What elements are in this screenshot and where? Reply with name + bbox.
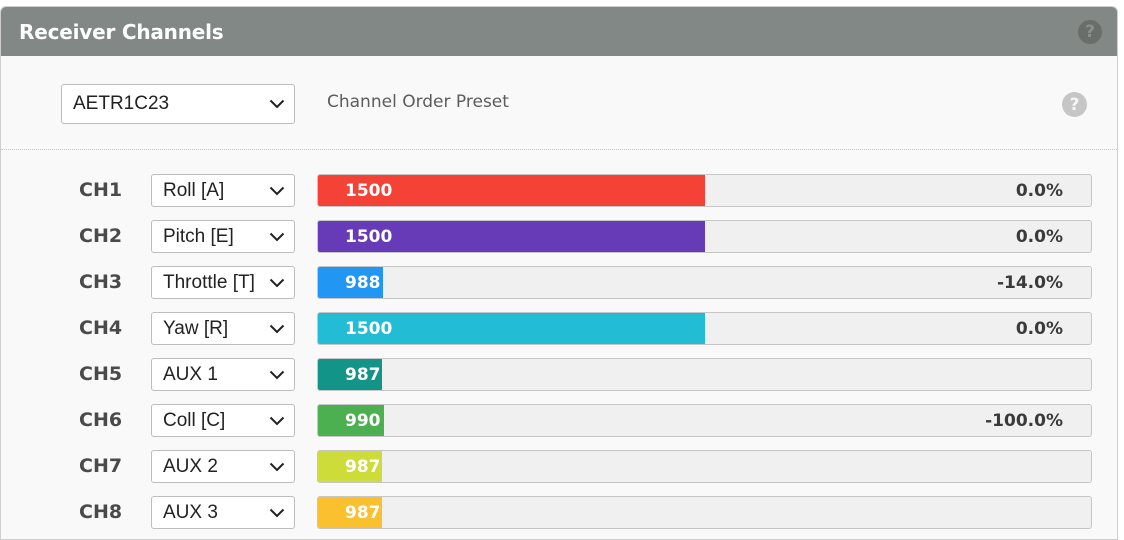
channel-label: CH3 xyxy=(79,271,123,293)
channel-row: CH5 AUX 1 987 xyxy=(1,358,1117,393)
channel-percent: -100.0% xyxy=(985,411,1063,431)
channel-label: CH4 xyxy=(79,317,123,339)
question-circle-icon[interactable]: ? xyxy=(1078,20,1102,44)
channel-meter: 988 -14.0% xyxy=(317,266,1092,299)
channel-row: CH3 Throttle [T] 988 -14.0% xyxy=(1,266,1117,301)
channel-meter-fill xyxy=(318,359,382,390)
preset-selected-value: AETR1C23 xyxy=(73,93,170,114)
channel-value: 988 xyxy=(345,273,381,293)
chevron-down-icon xyxy=(269,508,285,517)
channel-value: 987 xyxy=(345,365,381,385)
channel-order-preset-select[interactable]: AETR1C23 xyxy=(61,84,295,124)
channel-function-select[interactable]: AUX 3 xyxy=(151,496,295,529)
chevron-down-icon xyxy=(269,370,285,379)
channel-value: 990 xyxy=(345,411,381,431)
channel-label: CH7 xyxy=(79,455,123,477)
channel-function-select[interactable]: Pitch [E] xyxy=(151,220,295,253)
channel-meter: 987 xyxy=(317,358,1092,391)
chevron-down-icon xyxy=(269,324,285,333)
channel-meter: 990 -100.0% xyxy=(317,404,1092,437)
channel-label: CH8 xyxy=(79,501,123,523)
chevron-down-icon xyxy=(269,416,285,425)
channel-label: CH5 xyxy=(79,363,123,385)
channel-percent: 0.0% xyxy=(1015,319,1063,339)
panel-title: Receiver Channels xyxy=(19,19,224,44)
channel-value: 1500 xyxy=(345,319,393,339)
channel-row: CH8 AUX 3 987 xyxy=(1,496,1117,531)
channel-function-select[interactable]: Yaw [R] xyxy=(151,312,295,345)
channel-value: 1500 xyxy=(345,181,393,201)
channel-meter-fill xyxy=(318,451,382,482)
chevron-down-icon xyxy=(269,232,285,241)
chevron-down-icon xyxy=(269,186,285,195)
channel-function-select[interactable]: Roll [A] xyxy=(151,174,295,207)
channel-order-preset-row: AETR1C23 Channel Order Preset ? xyxy=(1,56,1117,150)
panel-header: Receiver Channels ? xyxy=(1,7,1117,56)
channel-meter-fill xyxy=(318,267,383,298)
channel-function-value: Pitch [E] xyxy=(163,225,234,247)
channel-percent: 0.0% xyxy=(1015,181,1063,201)
channel-function-value: Coll [C] xyxy=(163,409,226,431)
channel-row: CH7 AUX 2 987 xyxy=(1,450,1117,485)
receiver-channels-panel: Receiver Channels ? AETR1C23 Channel Ord… xyxy=(0,6,1118,540)
channel-row: CH4 Yaw [R] 1500 0.0% xyxy=(1,312,1117,347)
chevron-down-icon xyxy=(269,99,285,109)
preset-label: Channel Order Preset xyxy=(327,92,509,112)
channel-function-value: Yaw [R] xyxy=(163,317,229,339)
channel-meter: 987 xyxy=(317,450,1092,483)
channel-meter-fill xyxy=(318,221,705,252)
chevron-down-icon xyxy=(269,278,285,287)
channel-function-value: Throttle [T] xyxy=(163,271,255,293)
channel-function-value: AUX 2 xyxy=(163,455,218,477)
channel-meter: 1500 0.0% xyxy=(317,174,1092,207)
channel-function-select[interactable]: Throttle [T] xyxy=(151,266,295,299)
channel-row: CH1 Roll [A] 1500 0.0% xyxy=(1,174,1117,209)
channel-label: CH2 xyxy=(79,225,123,247)
channel-meter-fill xyxy=(318,497,382,528)
channel-function-value: AUX 1 xyxy=(163,363,218,385)
channel-meter: 987 xyxy=(317,496,1092,529)
channel-row: CH2 Pitch [E] 1500 0.0% xyxy=(1,220,1117,255)
channel-function-value: Roll [A] xyxy=(163,179,225,201)
question-circle-icon[interactable]: ? xyxy=(1062,92,1087,117)
channel-function-value: AUX 3 xyxy=(163,501,218,523)
channel-function-select[interactable]: AUX 2 xyxy=(151,450,295,483)
channel-row: CH6 Coll [C] 990 -100.0% xyxy=(1,404,1117,439)
chevron-down-icon xyxy=(269,462,285,471)
channel-function-select[interactable]: AUX 1 xyxy=(151,358,295,391)
channel-value: 1500 xyxy=(345,227,393,247)
channel-meter-fill xyxy=(318,175,705,206)
channel-meter: 1500 0.0% xyxy=(317,312,1092,345)
channel-meter-fill xyxy=(318,313,705,344)
channel-meter: 1500 0.0% xyxy=(317,220,1092,253)
channel-value: 987 xyxy=(345,457,381,477)
channel-label: CH6 xyxy=(79,409,123,431)
channel-function-select[interactable]: Coll [C] xyxy=(151,404,295,437)
channel-percent: 0.0% xyxy=(1015,227,1063,247)
channel-meter-fill xyxy=(318,405,384,436)
channel-value: 987 xyxy=(345,503,381,523)
channel-percent: -14.0% xyxy=(996,273,1063,293)
channel-label: CH1 xyxy=(79,179,123,201)
